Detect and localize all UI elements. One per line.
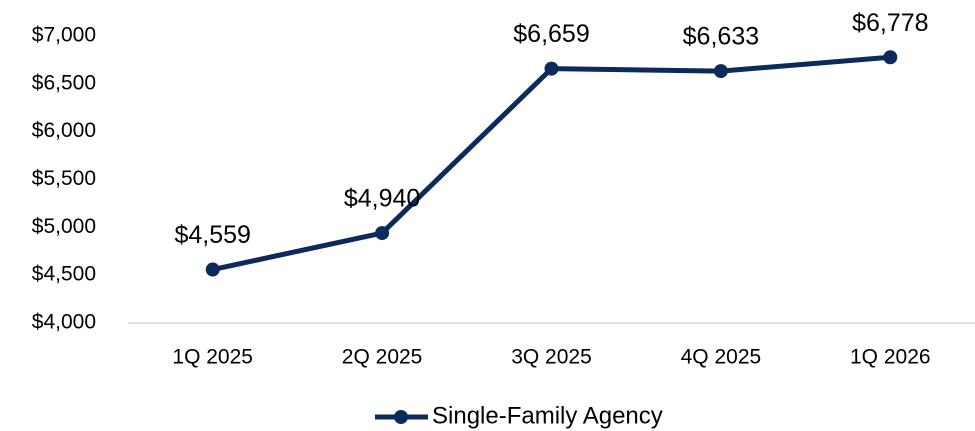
data-point bbox=[205, 262, 220, 277]
data-label: $6,778 bbox=[852, 9, 928, 37]
data-label: $6,659 bbox=[513, 20, 589, 48]
data-label: $4,940 bbox=[344, 185, 420, 213]
legend-marker bbox=[394, 410, 408, 424]
data-point bbox=[883, 50, 898, 65]
y-tick-label: $7,000 bbox=[32, 24, 96, 47]
data-point bbox=[375, 226, 390, 241]
x-tick-label: 3Q 2025 bbox=[511, 346, 592, 369]
y-tick-label: $5,500 bbox=[32, 167, 96, 190]
data-label: $6,633 bbox=[683, 23, 759, 51]
x-tick-label: 2Q 2025 bbox=[342, 346, 423, 369]
x-tick-label: 1Q 2025 bbox=[172, 346, 253, 369]
y-tick-label: $4,500 bbox=[32, 263, 96, 286]
y-tick-label: $6,000 bbox=[32, 119, 96, 142]
x-tick-label: 4Q 2025 bbox=[681, 346, 762, 369]
y-tick-label: $6,500 bbox=[32, 71, 96, 94]
y-tick-label: $5,000 bbox=[32, 215, 96, 238]
data-point bbox=[713, 64, 728, 79]
data-label: $4,559 bbox=[174, 221, 250, 249]
data-point bbox=[544, 61, 559, 76]
legend-label: Single-Family Agency bbox=[432, 402, 663, 429]
y-tick-label: $4,000 bbox=[32, 311, 96, 334]
series-line bbox=[212, 54, 891, 272]
x-tick-label: 1Q 2026 bbox=[850, 346, 931, 369]
